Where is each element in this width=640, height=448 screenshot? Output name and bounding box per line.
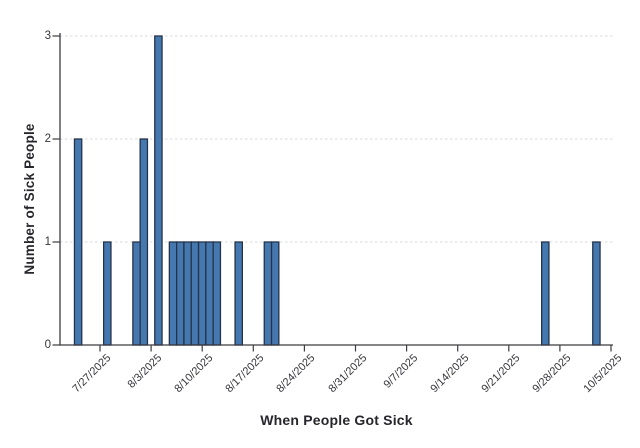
bar	[270, 241, 280, 346]
y-tick-label: 3	[44, 30, 51, 42]
bar	[132, 241, 141, 346]
bar	[212, 241, 222, 346]
bar	[103, 241, 112, 346]
bar	[183, 241, 192, 346]
bar	[190, 241, 200, 346]
bar	[197, 241, 207, 346]
y-tick-label: 0	[44, 339, 51, 351]
bar	[139, 138, 149, 346]
x-axis-title: When People Got Sick	[260, 412, 413, 428]
bar	[175, 241, 185, 346]
y-tick-label: 2	[44, 133, 51, 145]
bar	[205, 241, 214, 346]
bar	[168, 241, 178, 346]
bar	[154, 35, 163, 346]
bar	[592, 241, 601, 346]
y-axis-title: Number of Sick People	[22, 123, 37, 275]
bar	[541, 241, 550, 346]
y-tick-label: 1	[44, 236, 51, 248]
bar	[234, 241, 244, 346]
bar	[263, 241, 273, 346]
bar	[73, 138, 83, 346]
